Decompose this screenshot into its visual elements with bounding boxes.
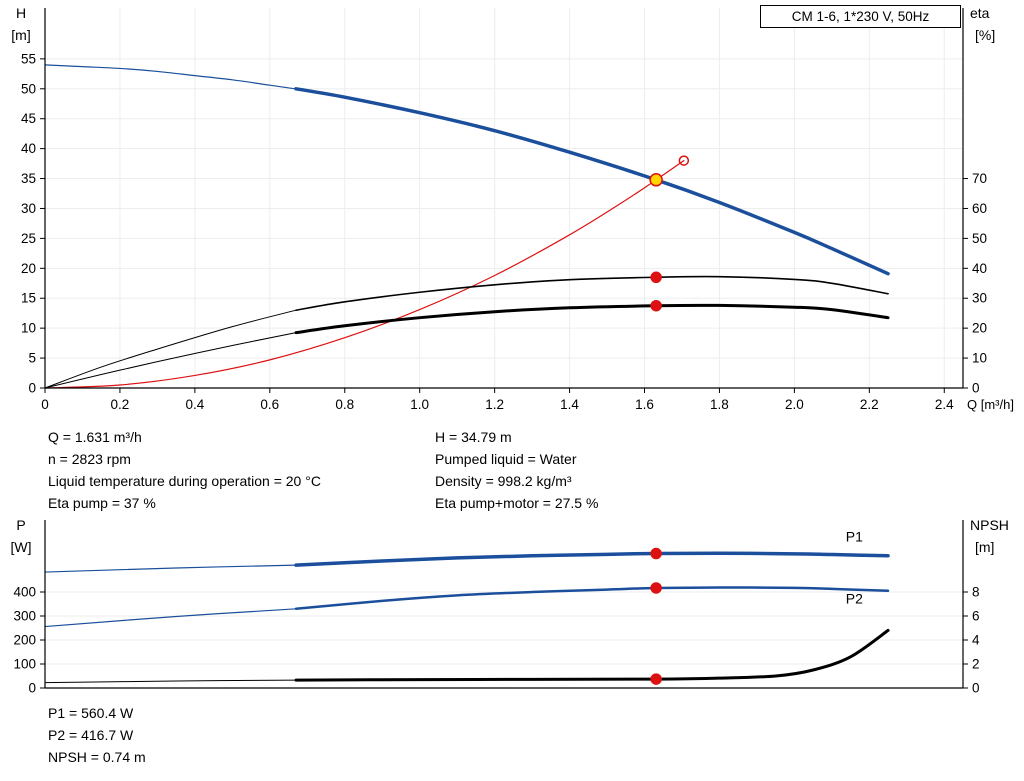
p2-min-flow [44,608,297,628]
y-right-axis-title: NPSH [970,517,1009,533]
y-right-tick-label: 70 [972,171,987,186]
y-right-tick-label: 10 [972,351,987,366]
p1-curve [294,551,890,567]
requested-duty-point [678,155,690,166]
x-tick-label: 1.6 [635,397,654,412]
y-right-tick-label: 4 [972,633,980,648]
x-tick-label: 0.6 [260,397,279,412]
curve-label-p2: P2 [846,591,863,607]
y-left-tick-label: 50 [21,81,36,96]
y-left-tick-label: 200 [13,633,36,648]
y-right-tick-label: 20 [972,321,987,336]
y-left-tick-label: 100 [13,657,36,672]
y-right-axis-unit: [%] [975,27,995,43]
y-left-axis-title: P [16,517,25,533]
p2-curve [294,586,890,611]
duty-point [649,173,663,187]
pump-curve-min-flow [44,64,308,92]
p2-duty-point [650,582,662,594]
duty-info-right-column: H = 34.79 m Pumped liquid = Water Densit… [435,426,598,514]
info-p2: P2 = 416.7 W [48,727,134,743]
x-tick-label: 0.4 [185,397,204,412]
x-axis-title: Q [m³/h] [967,397,1014,412]
y-left-tick-label: 55 [21,51,36,66]
duty-info-left-column: Q = 1.631 m³/h n = 2823 rpm Liquid tempe… [48,426,321,514]
eta-pump-motor-duty-point [650,299,662,312]
x-tick-label: 1.4 [560,397,579,412]
y-left-tick-label: 15 [21,291,36,306]
x-tick-label: 2.2 [860,397,879,412]
h-q-eta-chart: 0 5 10 15 20 25 30 35 40 45 50 55 0 10 20 30 40 50 60 70 0 0.… [11,5,1014,412]
info-eta-pump: Eta pump = 37 % [48,495,156,511]
info-npsh: NPSH = 0.74 m [48,749,146,765]
y-left-tick-label: 35 [21,171,36,186]
info-density: Density = 998.2 kg/m³ [435,473,572,489]
x-tick-label: 1.2 [485,397,504,412]
y-right-tick-label: 6 [972,609,980,624]
x-tick-label: 0.2 [111,397,130,412]
y-left-tick-label: 30 [21,201,36,216]
y-right-tick-label: 8 [972,585,980,600]
curve-label-p1: P1 [846,529,863,545]
system-curve [44,160,685,389]
x-tick-label: 2.0 [785,397,804,412]
info-p1: P1 = 560.4 W [48,705,134,721]
pump-model-title: CM 1-6, 1*230 V, 50Hz [791,9,930,24]
y-right-tick-label: 50 [972,231,987,246]
p1-min-flow [44,564,297,573]
x-tick-label: 0.8 [335,397,354,412]
x-tick-label: 0 [41,397,49,412]
power-npsh-chart: 0 100 200 300 400 0 2 4 6 8 P [W] NPSH [m] P1 P2 [11,517,1009,696]
x-tick-label: 1.8 [710,397,729,412]
y-left-tick-label: 45 [21,111,36,126]
y-right-tick-label: 0 [972,681,980,696]
y-left-tick-label: 10 [21,321,36,336]
y-right-axis-unit: [m] [975,539,994,555]
pump-model-title-box: CM 1-6, 1*230 V, 50Hz [760,5,961,28]
y-left-axis-unit: [W] [11,539,32,555]
npsh-duty-point [650,673,662,685]
p1-duty-point [650,547,662,560]
npsh-curve [294,628,890,682]
eta-pump-motor-curve [294,303,890,335]
x-tick-label: 1.0 [410,397,429,412]
y-left-tick-label: 0 [28,381,36,396]
y-left-tick-label: 0 [28,681,36,696]
info-eta-pump-motor: Eta pump+motor = 27.5 % [435,495,599,511]
x-tick-label: 2.4 [935,397,954,412]
y-left-tick-label: 25 [21,231,36,246]
info-speed: n = 2823 rpm [48,451,131,467]
eta-pump-motor-min-flow [44,332,297,389]
eta-pump-duty-point [650,271,662,284]
y-left-tick-label: 40 [21,141,36,156]
npsh-min-flow [44,679,297,684]
info-pumped-liquid: Pumped liquid = Water [435,451,577,467]
y-right-tick-label: 60 [972,201,987,216]
y-left-tick-label: 400 [13,585,36,600]
y-right-tick-label: 30 [972,291,987,306]
eta-pump-min-flow [44,309,297,389]
y-left-tick-label: 5 [28,351,36,366]
info-flow: Q = 1.631 m³/h [48,429,142,445]
y-right-tick-label: 40 [972,261,987,276]
y-left-axis-unit: [m] [11,27,30,43]
y-left-axis-title: H [16,5,26,21]
y-right-axis-title: eta [970,5,990,21]
info-head: H = 34.79 m [435,429,512,445]
y-right-tick-label: 2 [972,657,980,672]
pump-curve [294,87,890,276]
y-left-tick-label: 300 [13,609,36,624]
y-right-tick-label: 0 [972,381,980,396]
power-info-column: P1 = 560.4 W P2 = 416.7 W NPSH = 0.74 m [48,702,146,768]
info-liquid-temperature: Liquid temperature during operation = 20… [48,473,321,489]
eta-pump-curve [295,275,889,312]
y-left-tick-label: 20 [21,261,36,276]
